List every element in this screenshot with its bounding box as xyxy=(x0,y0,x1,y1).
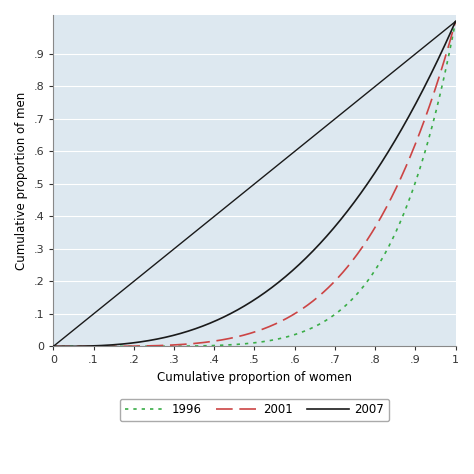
Legend: 1996, 2001, 2007: 1996, 2001, 2007 xyxy=(120,399,389,421)
Y-axis label: Cumulative proportion of men: Cumulative proportion of men xyxy=(15,91,28,270)
X-axis label: Cumulative proportion of women: Cumulative proportion of women xyxy=(157,371,352,384)
